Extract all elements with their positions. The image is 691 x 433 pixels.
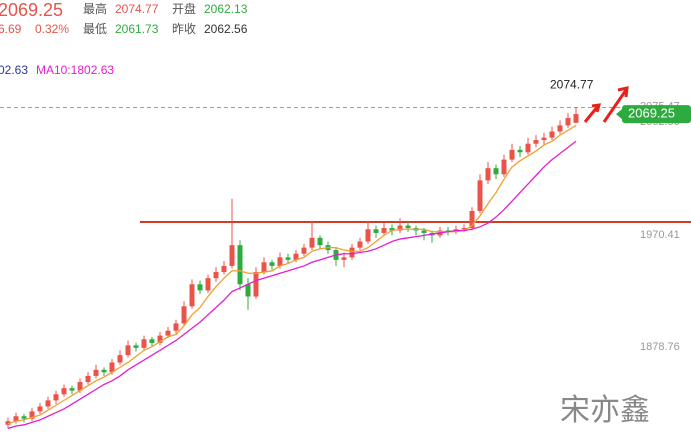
candle-body: [125, 345, 131, 356]
candle-body: [165, 330, 171, 336]
change: 6.69: [0, 22, 22, 36]
candle-body: [477, 180, 483, 211]
candle-body: [501, 159, 507, 175]
candle-body: [101, 369, 107, 373]
candle-body: [285, 257, 291, 260]
candle-body: [517, 149, 523, 153]
candle-body: [293, 253, 299, 260]
candle-body: [213, 272, 219, 279]
candle-body: [77, 382, 83, 391]
high-annotation: 2074.77: [550, 78, 594, 92]
candle-body: [149, 339, 155, 343]
candle-body: [557, 125, 563, 132]
candle-body: [301, 247, 307, 254]
candle-body: [21, 416, 27, 419]
change-pct: 0.32%: [35, 22, 69, 36]
price-tag: [622, 105, 691, 124]
arrow: [583, 103, 602, 123]
candle-body: [245, 284, 251, 297]
price-tag-label: 2069.25: [628, 106, 675, 121]
candle-body: [261, 262, 267, 273]
candle-body: [45, 400, 51, 407]
y-tick-label: 1970.41: [640, 229, 680, 241]
label: 开盘: [172, 1, 196, 16]
candle-body: [565, 118, 571, 126]
value: 2062.56: [204, 22, 248, 36]
candle-body: [141, 339, 147, 348]
candle-body: [69, 388, 75, 391]
candle-body: [389, 228, 395, 231]
candle-body: [13, 416, 19, 422]
candle-body: [109, 362, 115, 373]
candle-body: [365, 229, 371, 242]
candle-body: [253, 272, 259, 297]
ma-line: [7, 140, 577, 430]
candle-body: [181, 306, 187, 324]
candle-body: [157, 335, 163, 343]
candle-body: [173, 323, 179, 331]
candle-body: [229, 245, 235, 266]
candle-body: [509, 149, 515, 160]
ma-label: MA10:1802.63: [36, 63, 114, 77]
candle-body: [53, 394, 59, 401]
candle-body: [573, 114, 579, 123]
y-tick-label: 1878.76: [640, 341, 680, 353]
candle-body: [317, 237, 323, 246]
candle-body: [61, 388, 67, 395]
candle-body: [421, 230, 427, 233]
label: 昨收: [172, 22, 196, 36]
candle-body: [37, 406, 43, 412]
candle-body: [357, 241, 363, 248]
label: 最高: [83, 1, 107, 16]
candle-body: [221, 265, 227, 273]
candle-body: [277, 257, 283, 266]
candle-body: [461, 228, 467, 230]
candle-body: [133, 345, 139, 348]
ma-label: 02.63: [0, 63, 28, 77]
candle-body: [29, 411, 35, 419]
candle-body: [341, 257, 347, 260]
value: 2061.73: [115, 22, 159, 36]
candle-body: [85, 375, 91, 383]
watermark: 宋亦鑫: [560, 393, 650, 428]
candle-body: [525, 143, 531, 153]
price: 2069.25: [0, 0, 63, 20]
candle-body: [189, 284, 195, 307]
candle-body: [205, 278, 211, 291]
candle-body: [549, 131, 555, 138]
candle-body: [493, 168, 499, 175]
ma-line: [7, 124, 577, 425]
candle-body: [397, 225, 403, 231]
candle-body: [485, 168, 491, 181]
candle-body: [349, 247, 355, 258]
arrow: [602, 86, 629, 123]
candle-body: [197, 284, 203, 291]
value: 2074.77: [115, 2, 159, 16]
candle-body: [269, 262, 275, 266]
candle-body: [373, 229, 379, 233]
candle-body: [469, 210, 475, 229]
value: 2062.13: [204, 2, 248, 16]
candle-body: [309, 237, 315, 248]
candle-body: [237, 245, 243, 285]
candle-body: [93, 369, 99, 376]
price-tag-arrow: [616, 109, 622, 120]
candle-body: [541, 137, 547, 141]
candle-body: [117, 355, 123, 363]
candle-body: [405, 225, 411, 229]
candle-body: [533, 140, 539, 144]
candle-body: [381, 228, 387, 233]
label: 最低: [83, 22, 107, 36]
